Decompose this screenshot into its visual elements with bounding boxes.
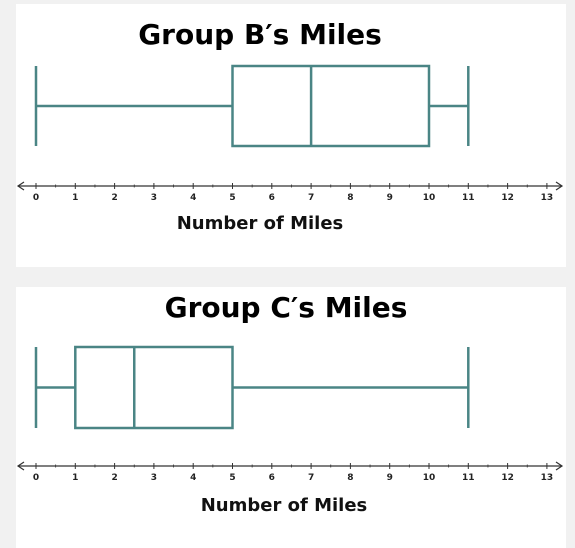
boxplot-group-c: Group C′s Miles 0 1 2 3 4 5 6 7 8 9 10 11 12 13 Numbe… xyxy=(16,291,564,516)
tick-label: 13 xyxy=(541,193,554,203)
chart-title: Group B′s Miles xyxy=(138,18,382,51)
tick-label: 0 xyxy=(33,193,39,203)
boxplot-panel-group-c: Group C′s Miles 0 1 2 3 4 5 6 7 8 9 10 11 12 13 Numbe… xyxy=(16,287,566,548)
tick-label: 1 xyxy=(72,193,78,203)
tick-label: 2 xyxy=(111,193,117,203)
left-arrow-icon xyxy=(16,181,25,191)
tick-label: 4 xyxy=(190,193,196,203)
tick-label: 2 xyxy=(111,473,117,483)
tick-label: 6 xyxy=(269,193,275,203)
tick-label: 7 xyxy=(308,193,314,203)
tick-label: 12 xyxy=(501,193,514,203)
tick-label: 6 xyxy=(269,473,275,483)
tick-label: 1 xyxy=(72,473,78,483)
boxplot-panel-group-b: Group B′s Miles 0 1 2 3 4 5 6 7 8 9 10 11 12 13 Numbe… xyxy=(16,4,566,267)
iqr-box xyxy=(74,345,234,430)
tick-label: 11 xyxy=(462,473,475,483)
tick-label: 9 xyxy=(387,473,393,483)
tick-label: 0 xyxy=(33,473,39,483)
plot-area: 0 1 2 3 4 5 6 7 8 9 10 11 12 13 xyxy=(16,64,564,203)
tick-label: 4 xyxy=(190,473,196,483)
left-arrow-icon xyxy=(16,461,25,471)
tick-label: 10 xyxy=(423,473,436,483)
right-arrow-icon xyxy=(555,461,564,471)
tick-label: 12 xyxy=(501,473,514,483)
iqr-box xyxy=(231,64,431,148)
tick-label: 5 xyxy=(229,473,235,483)
tick-label: 8 xyxy=(347,473,353,483)
tick-label: 9 xyxy=(387,193,393,203)
x-axis-label: Number of Miles xyxy=(201,495,368,516)
tick-label: 3 xyxy=(151,473,157,483)
tick-label: 7 xyxy=(308,473,314,483)
tick-label: 3 xyxy=(151,193,157,203)
tick-label: 10 xyxy=(423,193,436,203)
plot-area: 0 1 2 3 4 5 6 7 8 9 10 11 12 13 xyxy=(16,345,564,483)
right-arrow-icon xyxy=(555,181,564,191)
boxplot-group-b: Group B′s Miles 0 1 2 3 4 5 6 7 8 9 10 11 12 13 Numbe… xyxy=(16,18,564,234)
tick-label: 11 xyxy=(462,193,475,203)
x-axis-label: Number of Miles xyxy=(177,213,344,234)
tick-label: 13 xyxy=(541,473,554,483)
tick-label: 8 xyxy=(347,193,353,203)
tick-label: 5 xyxy=(229,193,235,203)
chart-title: Group C′s Miles xyxy=(165,291,408,324)
